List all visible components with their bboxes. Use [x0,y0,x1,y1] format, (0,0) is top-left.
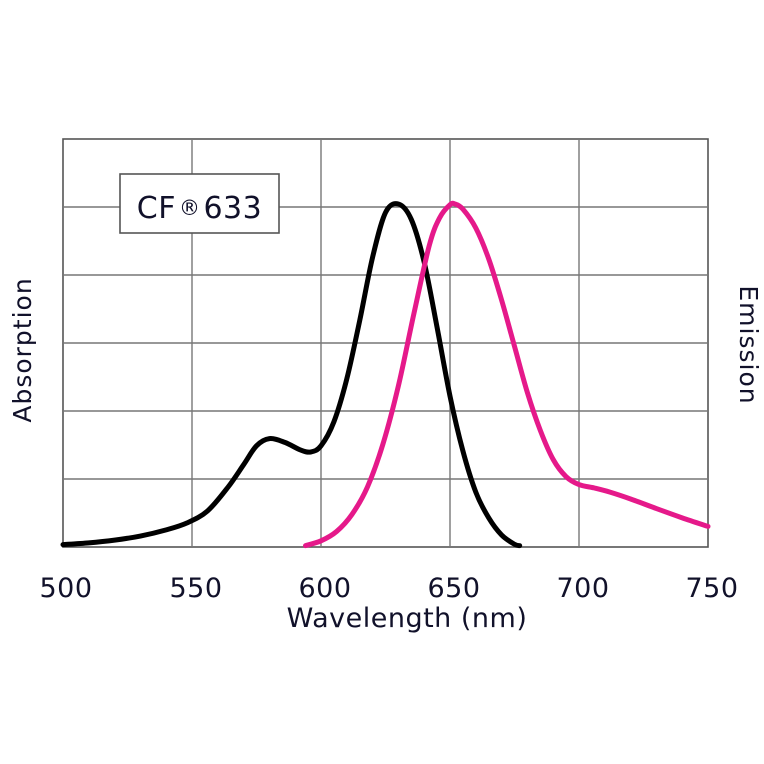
absorption-curve [60,201,523,549]
legend-box [119,173,280,234]
registered-icon: ® [179,196,201,220]
y-axis-title-absorption: Absorption [8,277,37,422]
x-axis-title: Wavelength (nm) [287,603,528,634]
xtick-label-550: 550 [169,573,222,604]
legend-number: 633 [203,191,262,226]
xtick-label-650: 650 [427,573,480,604]
xtick-label-700: 700 [556,573,609,604]
emission-curve [303,200,711,549]
xtick-label-500: 500 [39,573,92,604]
legend: CF ® 633 [119,173,280,234]
xtick-label-600: 600 [298,573,351,604]
legend-label: CF ® 633 [137,191,262,226]
y-axis-title-emission: Emission [734,285,763,404]
xtick-label-750: 750 [685,573,738,604]
x-axis-tick-labels: 500 550 600 650 700 750 [39,573,738,604]
legend-brand: CF [137,191,176,226]
